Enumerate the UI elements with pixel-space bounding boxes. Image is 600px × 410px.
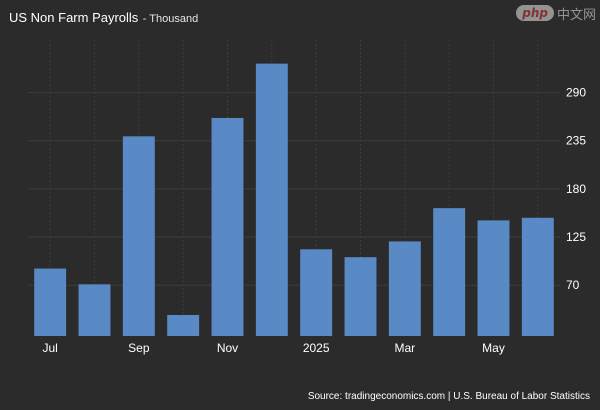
chart-title-block: US Non Farm Payrolls - Thousand [9,9,198,27]
x-tick-label: Sep [128,341,150,355]
bar-oct [167,314,200,336]
chart-subtitle: - Thousand [142,13,199,25]
bar-may [477,220,510,336]
bar-dec [255,63,288,337]
x-tick-label: Jul [42,341,57,355]
y-tick-label: 125 [566,230,586,244]
y-tick-label: 290 [566,86,586,100]
bar-apr [433,208,466,336]
watermark-text: 中文网 [556,7,596,23]
chart-title: US Non Farm Payrolls [9,10,139,25]
x-tick-label: May [482,341,505,355]
x-tick-label: Nov [217,341,238,355]
bar-sep [122,136,155,336]
y-tick-label: 180 [566,182,586,196]
x-tick-label: Mar [394,341,415,355]
bar-mar [388,241,421,336]
bar-2025 [300,249,333,336]
watermark-logo: php [516,5,554,21]
source-note: Source: tradingeconomics.com | U.S. Bure… [307,391,590,402]
y-tick-label: 70 [566,278,580,292]
y-tick-label: 235 [566,134,586,148]
x-tick-label: 2025 [303,341,330,355]
bar-jun [521,217,554,336]
site-watermark: php 中文网 [516,2,596,24]
bar-feb [344,257,377,336]
bar-aug [78,284,111,336]
bar-nov [211,117,244,336]
bar-jul [34,268,67,336]
